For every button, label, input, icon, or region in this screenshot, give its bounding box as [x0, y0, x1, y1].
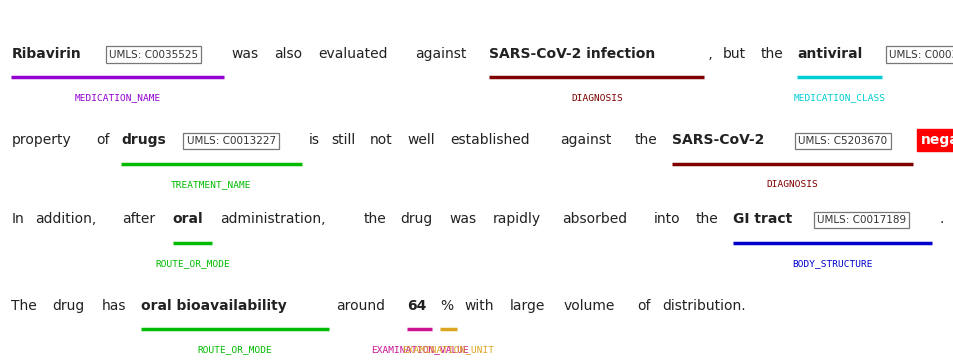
Text: drug: drug [52, 298, 85, 312]
Text: 64: 64 [407, 298, 426, 312]
Text: negation: negation [920, 133, 953, 147]
Text: of: of [96, 133, 110, 147]
Text: DIAGNOSIS: DIAGNOSIS [570, 94, 622, 103]
Text: evaluated: evaluated [318, 46, 387, 60]
Text: of: of [637, 298, 650, 312]
Text: absorbed: absorbed [561, 212, 626, 226]
Text: not: not [370, 133, 393, 147]
Text: against: against [560, 133, 612, 147]
Text: also: also [274, 46, 302, 60]
Text: SARS-CoV-2: SARS-CoV-2 [671, 133, 763, 147]
Text: UMLS: C0035525: UMLS: C0035525 [109, 50, 198, 60]
Text: BODY_STRUCTURE: BODY_STRUCTURE [791, 259, 872, 268]
Text: well: well [407, 133, 435, 147]
Text: ROUTE_OR_MODE: ROUTE_OR_MODE [197, 346, 272, 355]
Text: property: property [11, 133, 71, 147]
Text: In: In [11, 212, 24, 226]
Text: drug: drug [400, 212, 433, 226]
Text: volume: volume [563, 298, 615, 312]
Text: the: the [695, 212, 718, 226]
Text: EXAMINATION_UNIT: EXAMINATION_UNIT [402, 346, 494, 355]
Text: Ribavirin: Ribavirin [11, 46, 81, 60]
Text: oral: oral [172, 212, 203, 226]
Text: drugs: drugs [121, 133, 166, 147]
Text: ,: , [703, 46, 712, 60]
Text: oral bioavailability: oral bioavailability [141, 298, 286, 312]
Text: distribution.: distribution. [661, 298, 745, 312]
Text: UMLS: C5203670: UMLS: C5203670 [798, 136, 886, 146]
Text: is: is [309, 133, 320, 147]
Text: the: the [363, 212, 386, 226]
Text: after: after [122, 212, 155, 226]
Text: MEDICATION_CLASS: MEDICATION_CLASS [793, 94, 884, 103]
Text: %: % [439, 298, 453, 312]
Text: UMLS: C0003451: UMLS: C0003451 [888, 50, 953, 60]
Text: EXAMINATION_VALUE: EXAMINATION_VALUE [371, 346, 468, 355]
Text: UMLS: C0017189: UMLS: C0017189 [816, 215, 905, 225]
Text: UMLS: C0013227: UMLS: C0013227 [187, 136, 275, 146]
Text: TREATMENT_NAME: TREATMENT_NAME [171, 180, 252, 189]
Text: SARS-CoV-2 infection: SARS-CoV-2 infection [489, 46, 655, 60]
Text: DIAGNOSIS: DIAGNOSIS [766, 180, 818, 189]
Text: rapidly: rapidly [492, 212, 540, 226]
Text: The: The [11, 298, 37, 312]
Text: large: large [510, 298, 545, 312]
Text: the: the [634, 133, 657, 147]
Text: was: was [232, 46, 258, 60]
Text: was: was [449, 212, 476, 226]
Text: antiviral: antiviral [797, 46, 862, 60]
Text: has: has [101, 298, 126, 312]
Text: addition,: addition, [35, 212, 96, 226]
Text: the: the [760, 46, 782, 60]
Text: ROUTE_OR_MODE: ROUTE_OR_MODE [154, 259, 230, 268]
Text: with: with [464, 298, 494, 312]
Text: against: against [416, 46, 466, 60]
Text: .: . [939, 212, 943, 226]
Text: into: into [653, 212, 679, 226]
Text: established: established [450, 133, 529, 147]
Text: still: still [331, 133, 355, 147]
Text: around: around [336, 298, 385, 312]
Text: administration,: administration, [219, 212, 325, 226]
Text: but: but [722, 46, 745, 60]
Text: MEDICATION_NAME: MEDICATION_NAME [74, 94, 161, 103]
Text: GI tract: GI tract [732, 212, 791, 226]
